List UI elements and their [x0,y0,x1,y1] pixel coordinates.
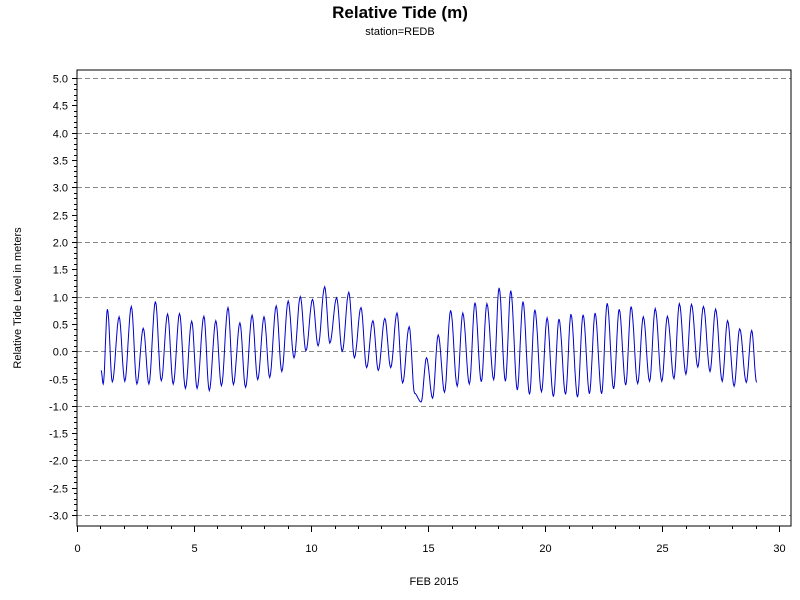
x-axis: 0 5 10 15 20 25 30 [74,526,786,555]
y-tick-label: -2.0 [49,456,68,468]
chart-subtitle: station=REDB [365,26,434,38]
data-series [100,285,758,403]
y-tick-label: -0.5 [49,375,68,387]
y-tick-label: 1.5 [53,265,68,277]
y-tick-label: 4.0 [53,129,68,141]
y-tick-label: 4.5 [53,101,68,113]
y-axis: -3.0 -2.5 -2.0 -1.5 -1.0 -0.5 0.0 0.5 1.0 1.5 2.0 2… [49,74,77,523]
x-tick-label: 20 [539,543,551,555]
chart-title: Relative Tide (m) [332,3,468,22]
y-axis-label: Relative Tide Level in meters [12,227,24,369]
x-tick-label: 0 [74,543,80,555]
y-tick-label: 1.0 [53,293,68,305]
x-tick-label: 15 [422,543,434,555]
y-tick-label: -1.5 [49,429,68,441]
y-tick-label: 0.5 [53,320,68,332]
y-tick-label: -3.0 [49,511,68,523]
x-tick-label: 30 [773,543,785,555]
y-tick-label: 2.5 [53,211,68,223]
tide-series-line [100,285,758,403]
x-tick-label: 5 [191,543,197,555]
y-tick-label: -1.0 [49,402,68,414]
grid-lines [77,78,791,516]
y-tick-label: 5.0 [53,74,68,86]
y-tick-label: 3.0 [53,183,68,195]
y-tick-label: -2.5 [49,484,68,496]
y-tick-label: 0.0 [53,347,68,359]
y-tick-label: 3.5 [53,156,68,168]
y-tick-label: 2.0 [53,238,68,250]
x-axis-label: FEB 2015 [410,576,459,588]
x-tick-label: 10 [305,543,317,555]
x-tick-label: 25 [656,543,668,555]
